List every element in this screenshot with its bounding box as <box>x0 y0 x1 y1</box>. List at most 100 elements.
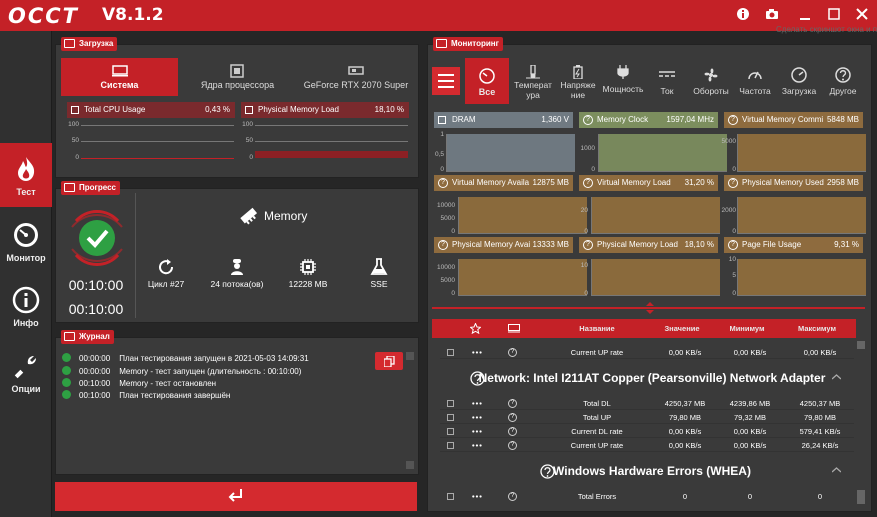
copy-log-button[interactable] <box>375 352 403 370</box>
tab-system[interactable]: Система <box>61 58 178 96</box>
check-icon <box>62 366 71 375</box>
menu-button[interactable] <box>432 67 460 95</box>
grid-line <box>81 125 234 126</box>
speedometer-icon <box>748 71 762 80</box>
tile-physical-memory-used: ? Physical Memory Used 2958 MB <box>724 175 863 191</box>
cat-voltage[interactable]: Напряже ние <box>556 58 600 104</box>
minimize-icon[interactable] <box>797 7 813 23</box>
cat-current[interactable]: Ток <box>645 58 689 104</box>
col-value[interactable]: Значение <box>664 324 700 333</box>
row-checkbox[interactable] <box>447 414 454 421</box>
return-icon <box>228 489 242 502</box>
scroll-resize[interactable] <box>406 461 414 469</box>
progress-tag: Прогресс <box>61 181 120 195</box>
nav-monitor[interactable]: Монитор <box>0 209 52 273</box>
nav-options[interactable]: Опции <box>0 340 52 404</box>
cat-power[interactable]: Мощность <box>601 58 645 104</box>
more-icon[interactable]: ••• <box>472 399 483 408</box>
stat-label: 24 потока(ов) <box>210 279 264 289</box>
table-row: •••? Current UP rate 0,00 KB/s 0,00 KB/s 0,0… <box>440 346 854 359</box>
axis-tick: 0 <box>732 290 736 297</box>
battery-icon <box>573 65 583 79</box>
memory-stick-icon <box>240 207 258 225</box>
worker-icon <box>231 259 243 275</box>
journal-tag: Журнал <box>61 330 114 344</box>
splitter[interactable] <box>432 307 865 309</box>
more-icon[interactable]: ••• <box>472 427 483 436</box>
axis-tick: 5000 <box>721 138 736 145</box>
return-button[interactable] <box>55 482 417 511</box>
info-icon[interactable] <box>735 7 751 23</box>
axis-tick: 2000 <box>721 207 736 214</box>
row-checkbox[interactable] <box>447 493 454 500</box>
divider <box>135 193 136 318</box>
dram-graph <box>446 134 575 172</box>
check-icon <box>62 378 71 387</box>
col-max[interactable]: Максимум <box>797 324 837 333</box>
more-icon[interactable]: ••• <box>472 413 483 422</box>
elapsed-time: 00:10:00 <box>68 277 124 293</box>
test-name: Memory <box>264 209 308 223</box>
question-icon <box>470 371 485 386</box>
more-icon[interactable]: ••• <box>472 348 483 357</box>
axis-tick: 5000 <box>440 215 455 222</box>
group-header-network[interactable]: Network: Intel I211AT Copper (Pearsonvil… <box>440 371 854 386</box>
log-entry: 00:10:00 Memory - тест остановлен <box>62 378 216 388</box>
tab-cores[interactable]: Ядра процессора <box>179 58 296 96</box>
cat-label: Ток <box>660 86 674 96</box>
cat-other[interactable]: Другое <box>821 58 865 104</box>
more-icon[interactable]: ••• <box>472 492 483 501</box>
axis-tick: 100 <box>68 121 79 128</box>
maximize-icon[interactable] <box>826 7 842 23</box>
more-icon[interactable]: ••• <box>472 441 483 450</box>
axis-tick: 0 <box>451 228 455 235</box>
grid-line <box>81 141 234 142</box>
fan-icon <box>704 68 718 82</box>
close-icon[interactable] <box>854 7 870 23</box>
nav-label: Опции <box>11 384 41 394</box>
cat-all[interactable]: Все <box>465 58 509 104</box>
axis-tick: 10000 <box>437 264 456 271</box>
cat-load[interactable]: Загрузка <box>777 58 821 104</box>
star-icon[interactable] <box>470 323 481 334</box>
row-checkbox[interactable] <box>447 400 454 407</box>
table-row: •••? Current UP rate 0,00 KB/s 0,00 KB/s 26,… <box>440 439 854 452</box>
chevron-up-icon <box>832 467 841 473</box>
row-checkbox[interactable] <box>447 349 454 356</box>
tile-virtual-memory-load: ? Virtual Memory Load 31,20 % <box>579 175 718 191</box>
copy-icon <box>384 356 395 367</box>
nav-test[interactable]: Тест <box>0 143 52 207</box>
col-min[interactable]: Минимум <box>729 324 765 333</box>
axis-tick: 0 <box>591 166 595 173</box>
col-name[interactable]: Название <box>579 324 615 333</box>
nav-info[interactable]: Инфо <box>0 274 52 338</box>
tile-physical-memory-available: ? Physical Memory Avai 13333 MB <box>434 237 573 253</box>
page-file-graph <box>737 259 866 296</box>
axis-tick: 5 <box>732 272 736 279</box>
current-icon <box>659 71 675 77</box>
camera-icon[interactable] <box>764 7 780 23</box>
cat-fans[interactable]: Обороты <box>689 58 733 104</box>
row-checkbox[interactable] <box>447 442 454 449</box>
table-scroll-thumb[interactable] <box>857 490 865 504</box>
table-scroll-up[interactable] <box>857 341 865 349</box>
tile-physical-memory-load: ? Physical Memory Load 18,10 % <box>579 237 718 253</box>
scroll-up[interactable] <box>406 352 414 360</box>
chevron-up-icon <box>832 374 841 380</box>
total-time: 00:10:00 <box>68 301 124 317</box>
cat-label: Все <box>478 87 496 97</box>
axis-tick: 1000 <box>580 145 595 152</box>
row-checkbox[interactable] <box>447 428 454 435</box>
gauge-icon <box>14 223 38 247</box>
stat-label: Цикл #27 <box>147 279 185 289</box>
cat-temperature[interactable]: Температ ура <box>511 58 555 104</box>
group-header-whea[interactable]: Windows Hardware Errors (WHEA) <box>440 464 854 479</box>
question-icon: ? <box>508 348 517 357</box>
table-row: •••? Total DL 4250,37 MB 4239,86 MB 4250,37 … <box>440 397 854 410</box>
app-logo: OCCT <box>8 4 79 28</box>
axis-tick: 50 <box>245 137 253 144</box>
question-icon <box>540 464 555 479</box>
axis-tick: 5000 <box>440 277 455 284</box>
tab-gpu[interactable]: GeForce RTX 2070 Super <box>297 58 415 96</box>
cat-frequency[interactable]: Частота <box>733 58 777 104</box>
